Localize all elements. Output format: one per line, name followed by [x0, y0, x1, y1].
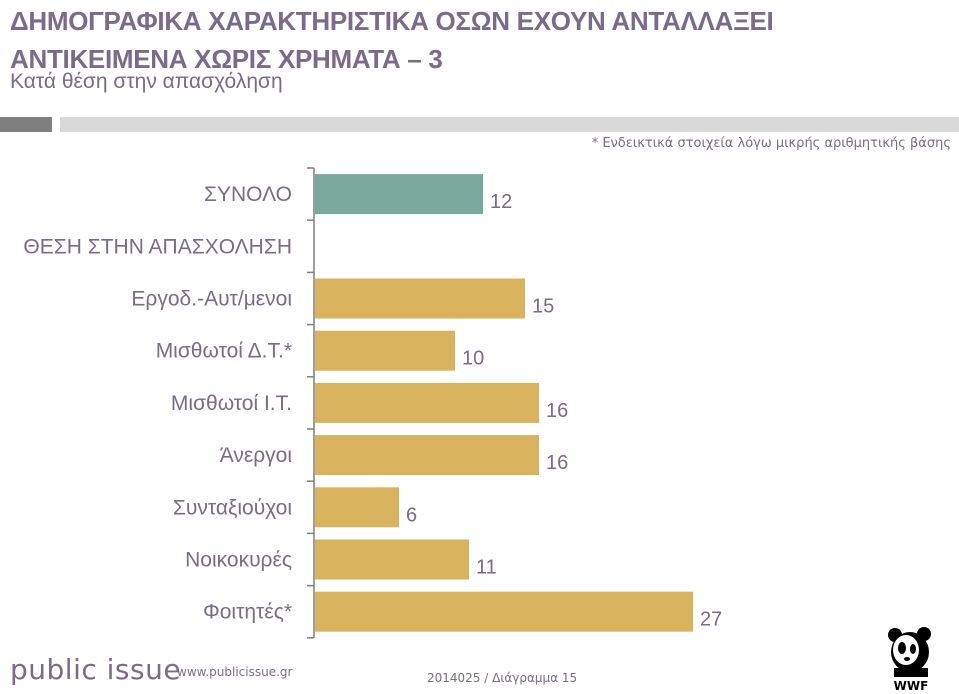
category-label: Συνταξιούχοι [173, 496, 292, 519]
category-label: Μισθωτοί Δ.Τ.* [156, 340, 292, 363]
data-label: 10 [462, 348, 484, 370]
category-label: ΣΥΝΟΛΟ [204, 183, 292, 206]
public-issue-logo: public issue [10, 653, 182, 686]
bar [315, 487, 399, 528]
bar [315, 382, 539, 423]
data-label: 6 [406, 504, 417, 526]
footnote: * Ενδεικτικά στοιχεία λόγω μικρής αριθμη… [591, 136, 951, 151]
data-label: 11 [476, 557, 497, 579]
category-label: Εργοδ.-Αυτ/μενοι [131, 288, 292, 311]
category-label: Άνεργοι [220, 444, 293, 467]
category-label: Μισθωτοί Ι.Τ. [171, 392, 292, 415]
footer-url: www.publicissue.gr [177, 665, 293, 679]
footer-code: 2014025 / Διάγραμμα 15 [427, 671, 578, 685]
wwf-panda-logo: WWF [888, 627, 931, 692]
title-line-1: ΔΗΜΟΓΡΑΦΙΚΑ ΧΑΡΑΚΤΗΡΙΣΤΙΚΑ ΟΣΩΝ ΕΧΟΥΝ ΑΝ… [10, 6, 774, 36]
bar [315, 330, 455, 371]
bar [315, 539, 469, 580]
header-divider-dark [0, 117, 52, 132]
category-label: Νοικοκυρές [185, 549, 292, 572]
data-label: 27 [700, 609, 722, 631]
data-label: 16 [546, 452, 568, 474]
data-label: 12 [490, 191, 512, 213]
bar [315, 435, 539, 476]
header-divider-light [60, 117, 959, 132]
data-label: 15 [532, 296, 554, 318]
chart-subtitle: Κατά θέση στην απασχόληση [10, 70, 283, 93]
title-line-2: ΑΝΤΙΚΕΙΜΕΝΑ ΧΩΡΙΣ ΧΡΗΜΑΤΑ – 3 [10, 44, 443, 74]
bar-chart: ΣΥΝΟΛΟ 12 ΘΕΣΗ ΣΤΗΝ ΑΠΑΣΧΟΛΗΣΗ Εργοδ.-Αυτ/μ… [23, 167, 722, 639]
data-label: 16 [546, 400, 568, 422]
bar [315, 174, 483, 215]
category-label: Φοιτητές* [203, 601, 292, 624]
category-label: ΘΕΣΗ ΣΤΗΝ ΑΠΑΣΧΟΛΗΣΗ [23, 235, 292, 258]
chart-title: ΔΗΜΟΓΡΑΦΙΚΑ ΧΑΡΑΚΤΗΡΙΣΤΙΚΑ ΟΣΩΝ ΕΧΟΥΝ ΑΝ… [10, 2, 774, 78]
bar [315, 278, 525, 319]
bar [315, 591, 693, 632]
wwf-label: WWF [894, 679, 929, 692]
